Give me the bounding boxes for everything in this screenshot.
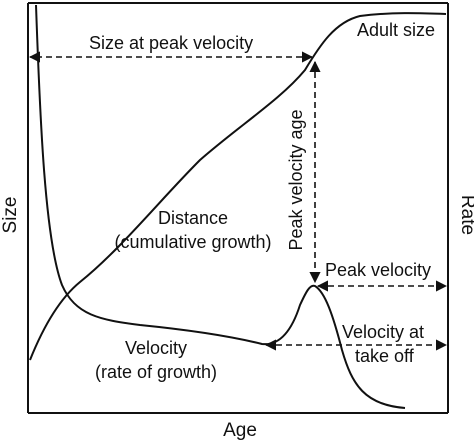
distance-curve xyxy=(29,12,447,361)
peak-velocity-age-label: Peak velocity age xyxy=(286,109,306,250)
velocity-at-take-off-label-line2: take off xyxy=(355,346,415,366)
velocity-curve xyxy=(35,4,406,409)
x-axis-label-age: Age xyxy=(223,420,257,441)
peak-velocity-label: Peak velocity xyxy=(325,260,431,280)
distance-label-line2: (cumulative growth) xyxy=(114,232,271,252)
size-at-peak-velocity-label: Size at peak velocity xyxy=(89,33,253,53)
adult-size-label: Adult size xyxy=(357,20,435,40)
y-axis-label-size: Size xyxy=(0,197,21,234)
y-axis-label-rate: Rate xyxy=(457,195,474,235)
velocity-label-line2: (rate of growth) xyxy=(95,362,217,382)
velocity-label-line1: Velocity xyxy=(125,338,187,358)
distance-label-line1: Distance xyxy=(158,208,228,228)
velocity-at-take-off-label-line1: Velocity at xyxy=(342,322,424,342)
